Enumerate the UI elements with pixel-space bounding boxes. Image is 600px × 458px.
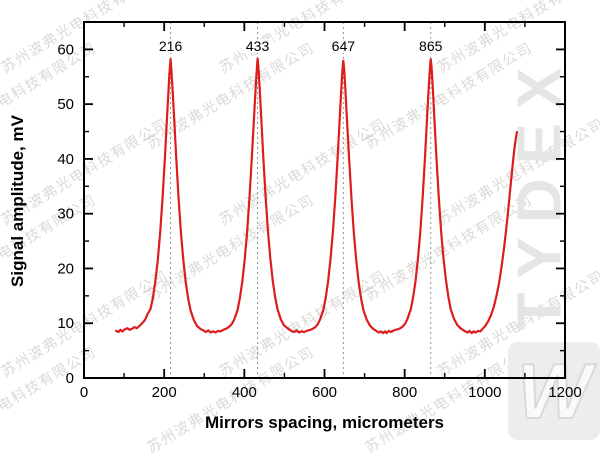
svg-text:600: 600 (312, 384, 337, 401)
svg-text:1000: 1000 (468, 384, 501, 401)
svg-text:20: 20 (57, 260, 74, 277)
axis-ticks (83, 22, 566, 379)
svg-text:0: 0 (66, 370, 74, 387)
svg-text:30: 30 (57, 206, 74, 223)
svg-text:433: 433 (246, 38, 270, 54)
peak-guide-lines (170, 22, 432, 378)
svg-text:10: 10 (57, 315, 74, 332)
svg-text:50: 50 (57, 96, 74, 113)
svg-text:865: 865 (419, 38, 443, 54)
svg-text:400: 400 (232, 384, 257, 401)
chart-container: 0 200 400 600 800 1000 1200 0 10 20 30 40 50 60 216 433… (8, 21, 582, 432)
svg-text:1200: 1200 (548, 384, 581, 401)
x-axis-title: Mirrors spacing, micrometers (204, 413, 445, 432)
signal-curve (115, 57, 518, 335)
y-axis-title: Signal amplitude, mV (8, 115, 27, 287)
plot-frame (83, 21, 566, 379)
svg-text:800: 800 (392, 384, 417, 401)
svg-text:216: 216 (159, 38, 183, 54)
signal-amplitude-chart: 0 200 400 600 800 1000 1200 0 10 20 30 40 50 60 216 433… (57, 21, 582, 401)
peak-labels: 216 433 647 865 (154, 38, 447, 54)
svg-text:60: 60 (57, 41, 74, 58)
svg-text:0: 0 (80, 384, 88, 401)
tick-labels: 0 200 400 600 800 1000 1200 0 10 20 30 40 50 60 (57, 41, 581, 401)
svg-text:200: 200 (152, 384, 177, 401)
svg-text:647: 647 (332, 38, 356, 54)
svg-text:40: 40 (57, 151, 74, 168)
